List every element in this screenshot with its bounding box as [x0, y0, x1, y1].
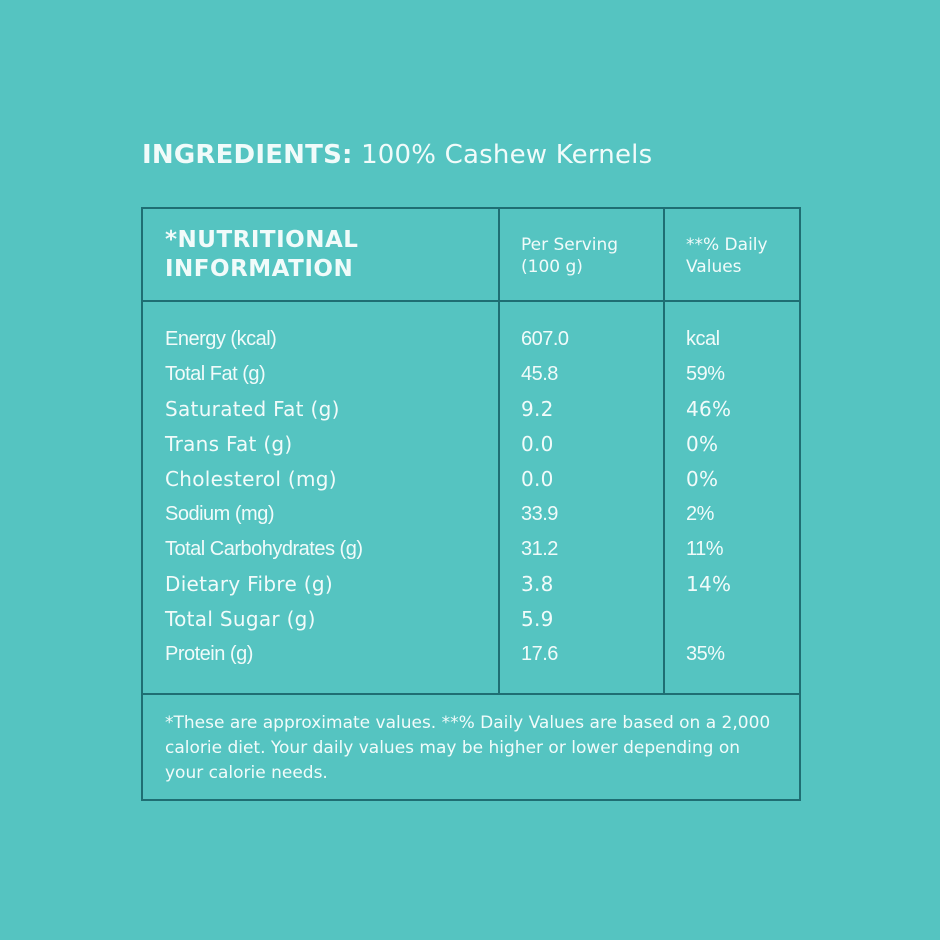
daily-value: 35%: [686, 643, 725, 665]
per-serving-value: 45.8: [521, 363, 558, 385]
daily-value: 2%: [686, 503, 714, 525]
table-row: Trans Fat (g) 0.0 0%: [143, 427, 799, 462]
title-line: INFORMATION: [165, 256, 354, 282]
per-serving-value: 31.2: [521, 538, 558, 560]
table-row: Total Fat (g) 45.8 59%: [143, 357, 799, 392]
ingredients-label: INGREDIENTS:: [142, 140, 353, 170]
table-row: Cholesterol (mg) 0.0 0%: [143, 462, 799, 497]
nutrient-name: Saturated Fat (g): [165, 397, 340, 421]
header-line: Values: [686, 257, 742, 277]
daily-value: 14%: [686, 572, 732, 596]
per-serving-value: 33.9: [521, 503, 558, 525]
nutrient-name: Total Sugar (g): [165, 607, 316, 631]
daily-value-header: **% Daily Values: [686, 234, 768, 278]
column-divider: [498, 209, 500, 695]
nutrient-name: Sodium (mg): [165, 503, 274, 525]
per-serving-value: 0.0: [521, 432, 554, 456]
header-line: **% Daily: [686, 235, 768, 255]
column-divider: [663, 209, 665, 695]
table-row: Energy (kcal) 607.0 kcal: [143, 322, 799, 357]
ingredients-value: 100% Cashew Kernels: [361, 140, 653, 170]
nutrient-name: Energy (kcal): [165, 328, 277, 350]
table-row: Protein (g) 17.6 35%: [143, 637, 799, 672]
ingredients-line: INGREDIENTS: 100% Cashew Kernels: [142, 140, 652, 170]
daily-value: 11%: [686, 538, 724, 560]
table-title: *NUTRITIONAL INFORMATION: [165, 226, 358, 284]
nutrient-name: Dietary Fibre (g): [165, 572, 333, 596]
per-serving-value: 0.0: [521, 467, 554, 491]
nutrient-name: Total Carbohydrates (g): [165, 538, 363, 560]
daily-value: 59%: [686, 363, 725, 385]
nutrient-name: Trans Fat (g): [165, 432, 293, 456]
title-line: *NUTRITIONAL: [165, 227, 359, 253]
header-line: (100 g): [521, 257, 583, 277]
table-row: Total Carbohydrates (g) 31.2 11%: [143, 532, 799, 567]
daily-value: 0%: [686, 467, 719, 491]
per-serving-header: Per Serving (100 g): [521, 234, 618, 278]
daily-value: kcal: [686, 328, 720, 350]
per-serving-value: 9.2: [521, 397, 554, 421]
header-divider: [143, 300, 799, 302]
footer-divider: [143, 693, 799, 695]
table-row: Sodium (mg) 33.9 2%: [143, 497, 799, 532]
nutrient-name: Protein (g): [165, 643, 253, 665]
table-row: Saturated Fat (g) 9.2 46%: [143, 392, 799, 427]
nutrition-table: *NUTRITIONAL INFORMATION Per Serving (10…: [141, 207, 801, 801]
nutrient-name: Cholesterol (mg): [165, 467, 337, 491]
table-row: Dietary Fibre (g) 3.8 14%: [143, 567, 799, 602]
daily-value: 0%: [686, 432, 719, 456]
footnote: *These are approximate values. **% Daily…: [165, 713, 771, 783]
per-serving-value: 17.6: [521, 643, 558, 665]
daily-value: 46%: [686, 397, 732, 421]
nutrient-name: Total Fat (g): [165, 363, 266, 385]
per-serving-value: 5.9: [521, 607, 554, 631]
per-serving-value: 3.8: [521, 572, 554, 596]
header-line: Per Serving: [521, 235, 619, 255]
table-row: Total Sugar (g) 5.9: [143, 602, 799, 637]
per-serving-value: 607.0: [521, 328, 569, 350]
